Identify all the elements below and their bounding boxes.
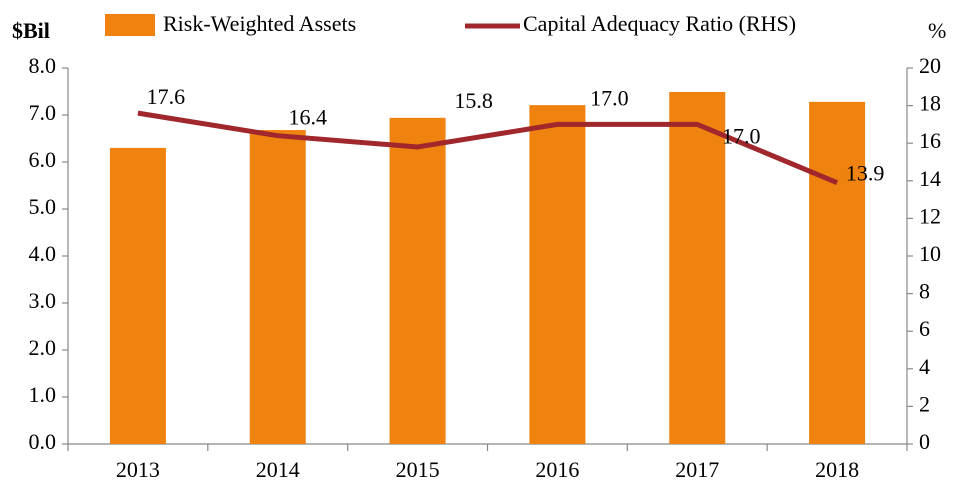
bar xyxy=(669,91,726,444)
x-tick-label: 2018 xyxy=(815,457,859,482)
y2-axis-label: % xyxy=(928,18,946,43)
y2-tick-label: 4 xyxy=(919,354,930,379)
y2-tick-label: 0 xyxy=(919,429,930,454)
bar xyxy=(249,130,306,445)
x-tick-label: 2015 xyxy=(396,457,440,482)
y2-tick-label: 20 xyxy=(919,53,941,78)
y2-tick-label: 16 xyxy=(919,128,941,153)
y2-tick-label: 10 xyxy=(919,241,941,266)
y-tick-label: 8.0 xyxy=(29,53,57,78)
data-label: 17.0 xyxy=(590,85,629,110)
data-label: 15.8 xyxy=(454,88,493,113)
y-tick-label: 7.0 xyxy=(29,100,57,125)
y2-tick-label: 6 xyxy=(919,316,930,341)
legend-swatch xyxy=(105,14,155,36)
y2-tick-label: 14 xyxy=(919,166,941,191)
y-tick-label: 5.0 xyxy=(29,194,57,219)
y2-tick-label: 12 xyxy=(919,203,941,228)
x-tick-label: 2013 xyxy=(116,457,160,482)
y-tick-label: 6.0 xyxy=(29,147,57,172)
y2-tick-label: 8 xyxy=(919,279,930,304)
data-label: 17.0 xyxy=(722,123,761,148)
x-tick-label: 2016 xyxy=(535,457,579,482)
line xyxy=(137,110,839,185)
bar xyxy=(809,101,866,444)
bar xyxy=(529,105,586,444)
y2-tick-label: 2 xyxy=(919,391,930,416)
y-tick-label: 2.0 xyxy=(29,335,57,360)
data-label: 16.4 xyxy=(289,105,328,130)
y-axis-label: $Bil xyxy=(12,18,50,43)
x-tick-label: 2014 xyxy=(256,457,300,482)
bar xyxy=(109,147,166,444)
legend-label: Capital Adequacy Ratio (RHS) xyxy=(523,11,796,36)
y2-tick-label: 18 xyxy=(919,91,941,116)
y-tick-label: 0.0 xyxy=(29,429,57,454)
data-label: 13.9 xyxy=(846,161,885,186)
y-tick-label: 1.0 xyxy=(29,382,57,407)
legend-label: Risk-Weighted Assets xyxy=(163,11,356,36)
bar xyxy=(389,117,446,444)
data-label: 17.6 xyxy=(147,84,186,109)
x-tick-label: 2017 xyxy=(675,457,719,482)
y-tick-label: 3.0 xyxy=(29,288,57,313)
y-tick-label: 4.0 xyxy=(29,241,57,266)
